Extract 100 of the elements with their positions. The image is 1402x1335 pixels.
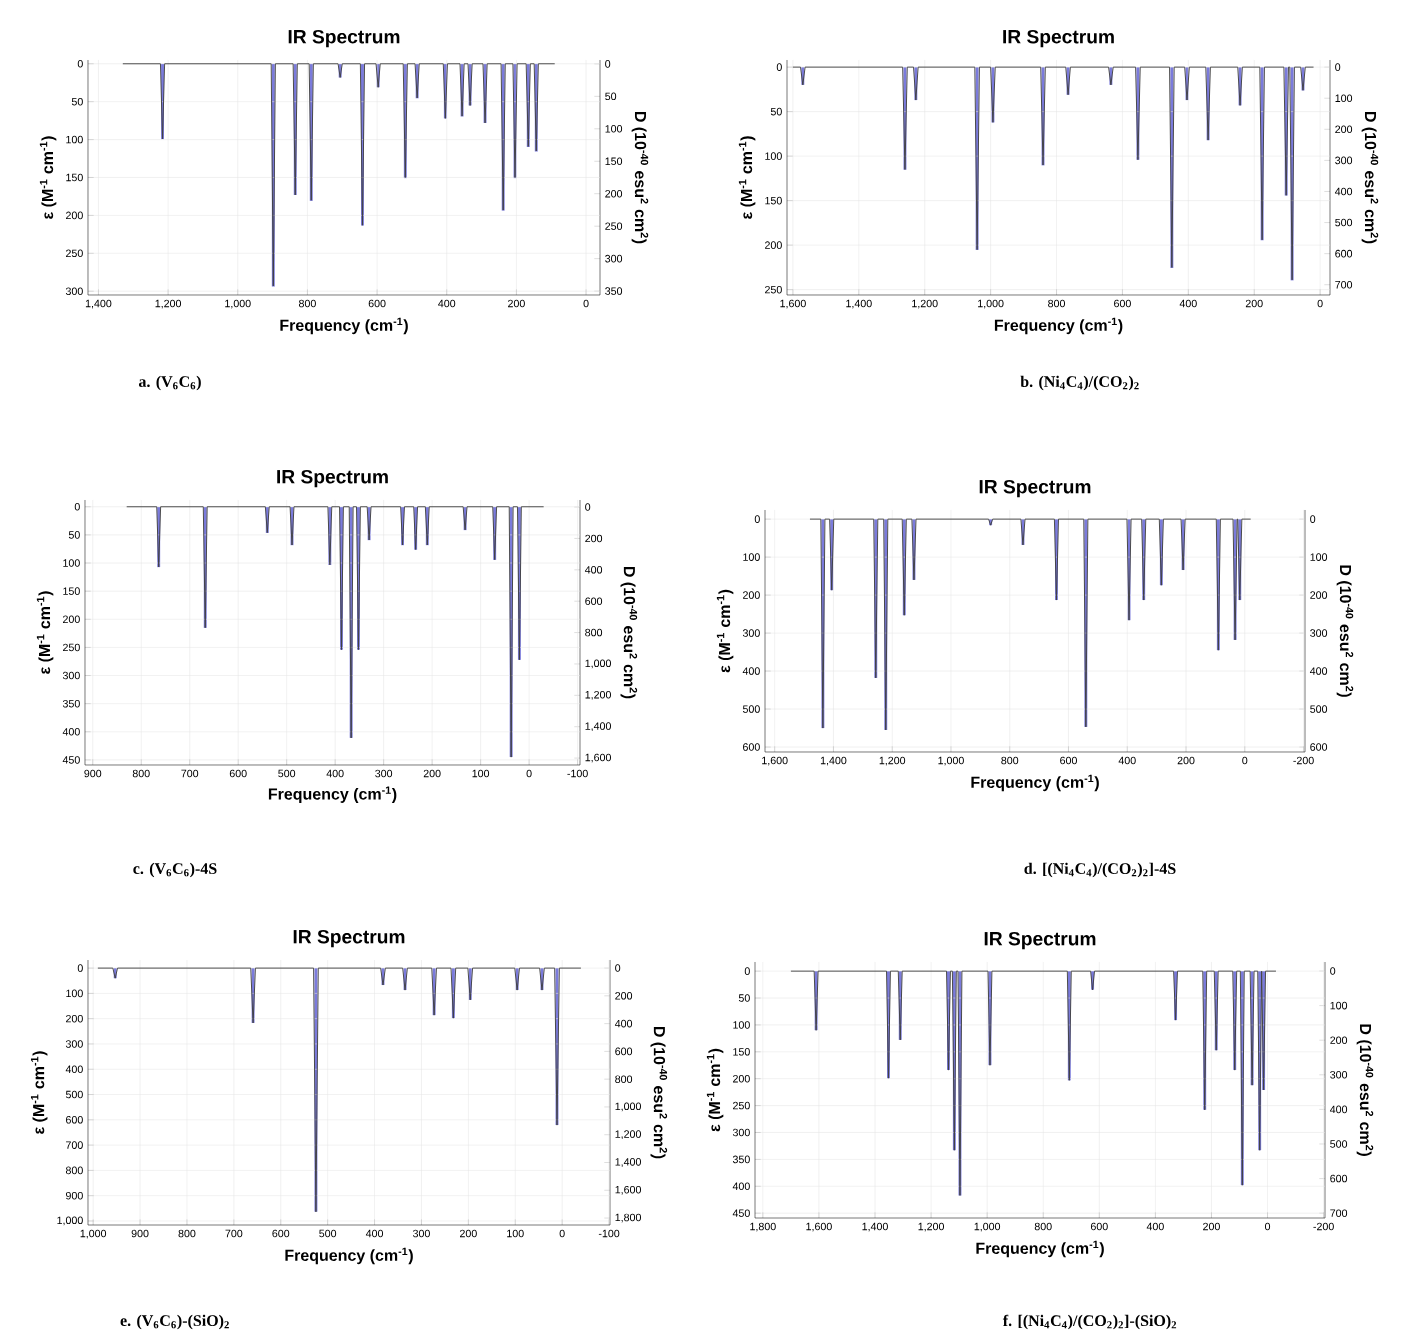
chart-title: IR Spectrum [984, 931, 1096, 950]
y2-tick-label: 1,000 [585, 659, 611, 669]
y-tick-label: 500 [742, 705, 760, 713]
x-axis-title: Frequency (cm$^{-1}$) [971, 774, 1099, 792]
x-tick-label: 0 [526, 769, 532, 778]
x-tick-label: 0 [1242, 756, 1248, 765]
y2-tick-label: 200 [605, 189, 623, 198]
x-tick-label: 600 [229, 769, 247, 778]
y-axis-title: ε (M$^{-1}$ cm$^{-1}$) [36, 591, 54, 674]
y2-tick-label: 1,200 [615, 1130, 641, 1140]
y-tick-label: 200 [66, 1014, 83, 1023]
x-tick-label: 1,600 [762, 756, 788, 766]
y-tick-label: 300 [65, 1040, 83, 1048]
x-tick-label: 0 [559, 1229, 565, 1238]
y2-axis-title: D (10$^{-40}$ esu$^{2}$ cm$^{2}$) [620, 566, 638, 699]
y-tick-label: 50 [770, 107, 782, 116]
x-tick-label: 100 [507, 1229, 524, 1238]
y-tick-label: 150 [66, 173, 83, 182]
y2-tick-label: 0 [585, 503, 591, 511]
y2-tick-label: 0 [1330, 967, 1336, 975]
y2-tick-label: 200 [1330, 1036, 1348, 1044]
y-tick-label: 0 [776, 63, 782, 71]
y-tick-label: 900 [65, 1191, 83, 1200]
y-tick-label: 250 [66, 249, 83, 258]
x-axis-title: Frequency (cm$^{-1}$) [994, 317, 1123, 335]
y2-tick-label: 200 [615, 992, 633, 1000]
y2-tick-label: 150 [605, 157, 623, 166]
x-tick-label: 1,200 [879, 756, 906, 766]
y-tick-label: 50 [738, 994, 750, 1002]
y2-tick-label: 800 [615, 1075, 633, 1083]
y2-tick-label: 400 [614, 1019, 633, 1028]
y2-tick-label: 300 [1310, 629, 1328, 637]
y-tick-label: 100 [765, 152, 782, 160]
y-tick-label: 0 [77, 60, 83, 68]
y2-tick-label: 600 [1335, 249, 1353, 258]
y-axis-title: ε (M$^{-1}$ cm$^{-1}$) [716, 589, 734, 673]
x-tick-label: 400 [1179, 299, 1197, 308]
y-tick-label: 100 [66, 989, 83, 998]
chart-title: IR Spectrum [1003, 29, 1114, 48]
y-tick-label: 200 [743, 591, 760, 599]
y-tick-label: 400 [62, 728, 80, 736]
x-tick-label: 1,000 [938, 756, 964, 766]
y-tick-label: 250 [63, 643, 80, 652]
x-tick-label: 1,600 [780, 299, 806, 309]
x-tick-label: 800 [1001, 756, 1019, 765]
y-tick-label: 150 [63, 587, 80, 595]
y-tick-label: 600 [66, 1116, 83, 1124]
x-tick-label: 800 [298, 299, 316, 308]
y2-tick-label: 300 [605, 254, 623, 263]
x-tick-label: 700 [225, 1229, 243, 1238]
y-tick-label: 450 [62, 756, 80, 764]
x-tick-label: 400 [1146, 1222, 1164, 1231]
x-tick-label: 1,000 [225, 299, 251, 309]
chart-title: IR Spectrum [293, 929, 405, 948]
y-tick-label: 300 [742, 629, 760, 637]
x-tick-label: 600 [1090, 1222, 1108, 1231]
chart-title: IR Spectrum [277, 469, 388, 488]
y2-tick-label: 500 [1335, 218, 1353, 227]
x-tick-label: 1,400 [820, 756, 847, 766]
y-tick-label: 400 [732, 1182, 750, 1191]
x-tick-label: 1,000 [974, 1222, 1001, 1232]
y-tick-label: 100 [63, 559, 80, 567]
x-tick-label: 400 [438, 299, 456, 308]
x-tick-label: 800 [1034, 1222, 1052, 1231]
y2-tick-label: 300 [1335, 156, 1353, 165]
y2-axis-title: D (10$^{-40}$ esu$^{2}$ cm$^{2}$) [1361, 111, 1379, 244]
y-tick-label: 300 [62, 671, 80, 680]
y-tick-label: 150 [765, 196, 782, 205]
x-tick-label: 600 [1114, 299, 1131, 308]
y2-tick-label: 50 [605, 92, 617, 101]
x-tick-label: 600 [1060, 756, 1077, 765]
x-tick-label: 500 [278, 769, 296, 778]
text: d. [(Ni$_{4}$C$_{4}$)/(CO$_{2}$)$_{2}$]-4S [1024, 862, 1176, 878]
y-tick-label: 50 [68, 531, 80, 539]
x-tick-label: -100 [598, 1229, 620, 1238]
y2-axis-title: D (10$^{-40}$ esu$^{2}$ cm$^{2}$) [631, 111, 649, 244]
x-tick-label: 1,200 [155, 299, 182, 309]
y-axis-title: ε (M$^{-1}$ cm$^{-1}$) [30, 1051, 48, 1134]
x-tick-label: 200 [508, 299, 525, 308]
chart-title: IR Spectrum [288, 29, 400, 48]
x-tick-label: 400 [1118, 756, 1136, 765]
y2-tick-label: 600 [1330, 1174, 1348, 1183]
y2-tick-label: 200 [1310, 591, 1328, 599]
y2-tick-label: 400 [584, 566, 603, 574]
x-tick-label: 300 [412, 1229, 430, 1238]
y2-tick-label: 400 [1309, 667, 1328, 675]
x-tick-label: 0 [1317, 299, 1323, 308]
x-axis-title: Frequency (cm$^{-1}$) [976, 1240, 1104, 1258]
x-tick-label: 900 [131, 1229, 149, 1238]
y-tick-label: 800 [65, 1166, 83, 1175]
y-tick-label: 0 [77, 964, 83, 972]
y2-tick-label: 600 [585, 597, 603, 605]
y2-tick-label: 100 [1330, 1001, 1348, 1010]
y2-tick-label: 600 [615, 1047, 633, 1056]
y2-tick-label: 0 [1310, 515, 1316, 523]
y2-tick-label: 400 [1329, 1105, 1348, 1114]
y-tick-label: 450 [732, 1209, 750, 1217]
x-tick-label: 1,400 [85, 299, 112, 309]
y-tick-label: 600 [743, 743, 760, 751]
x-tick-label: -200 [1293, 756, 1314, 765]
